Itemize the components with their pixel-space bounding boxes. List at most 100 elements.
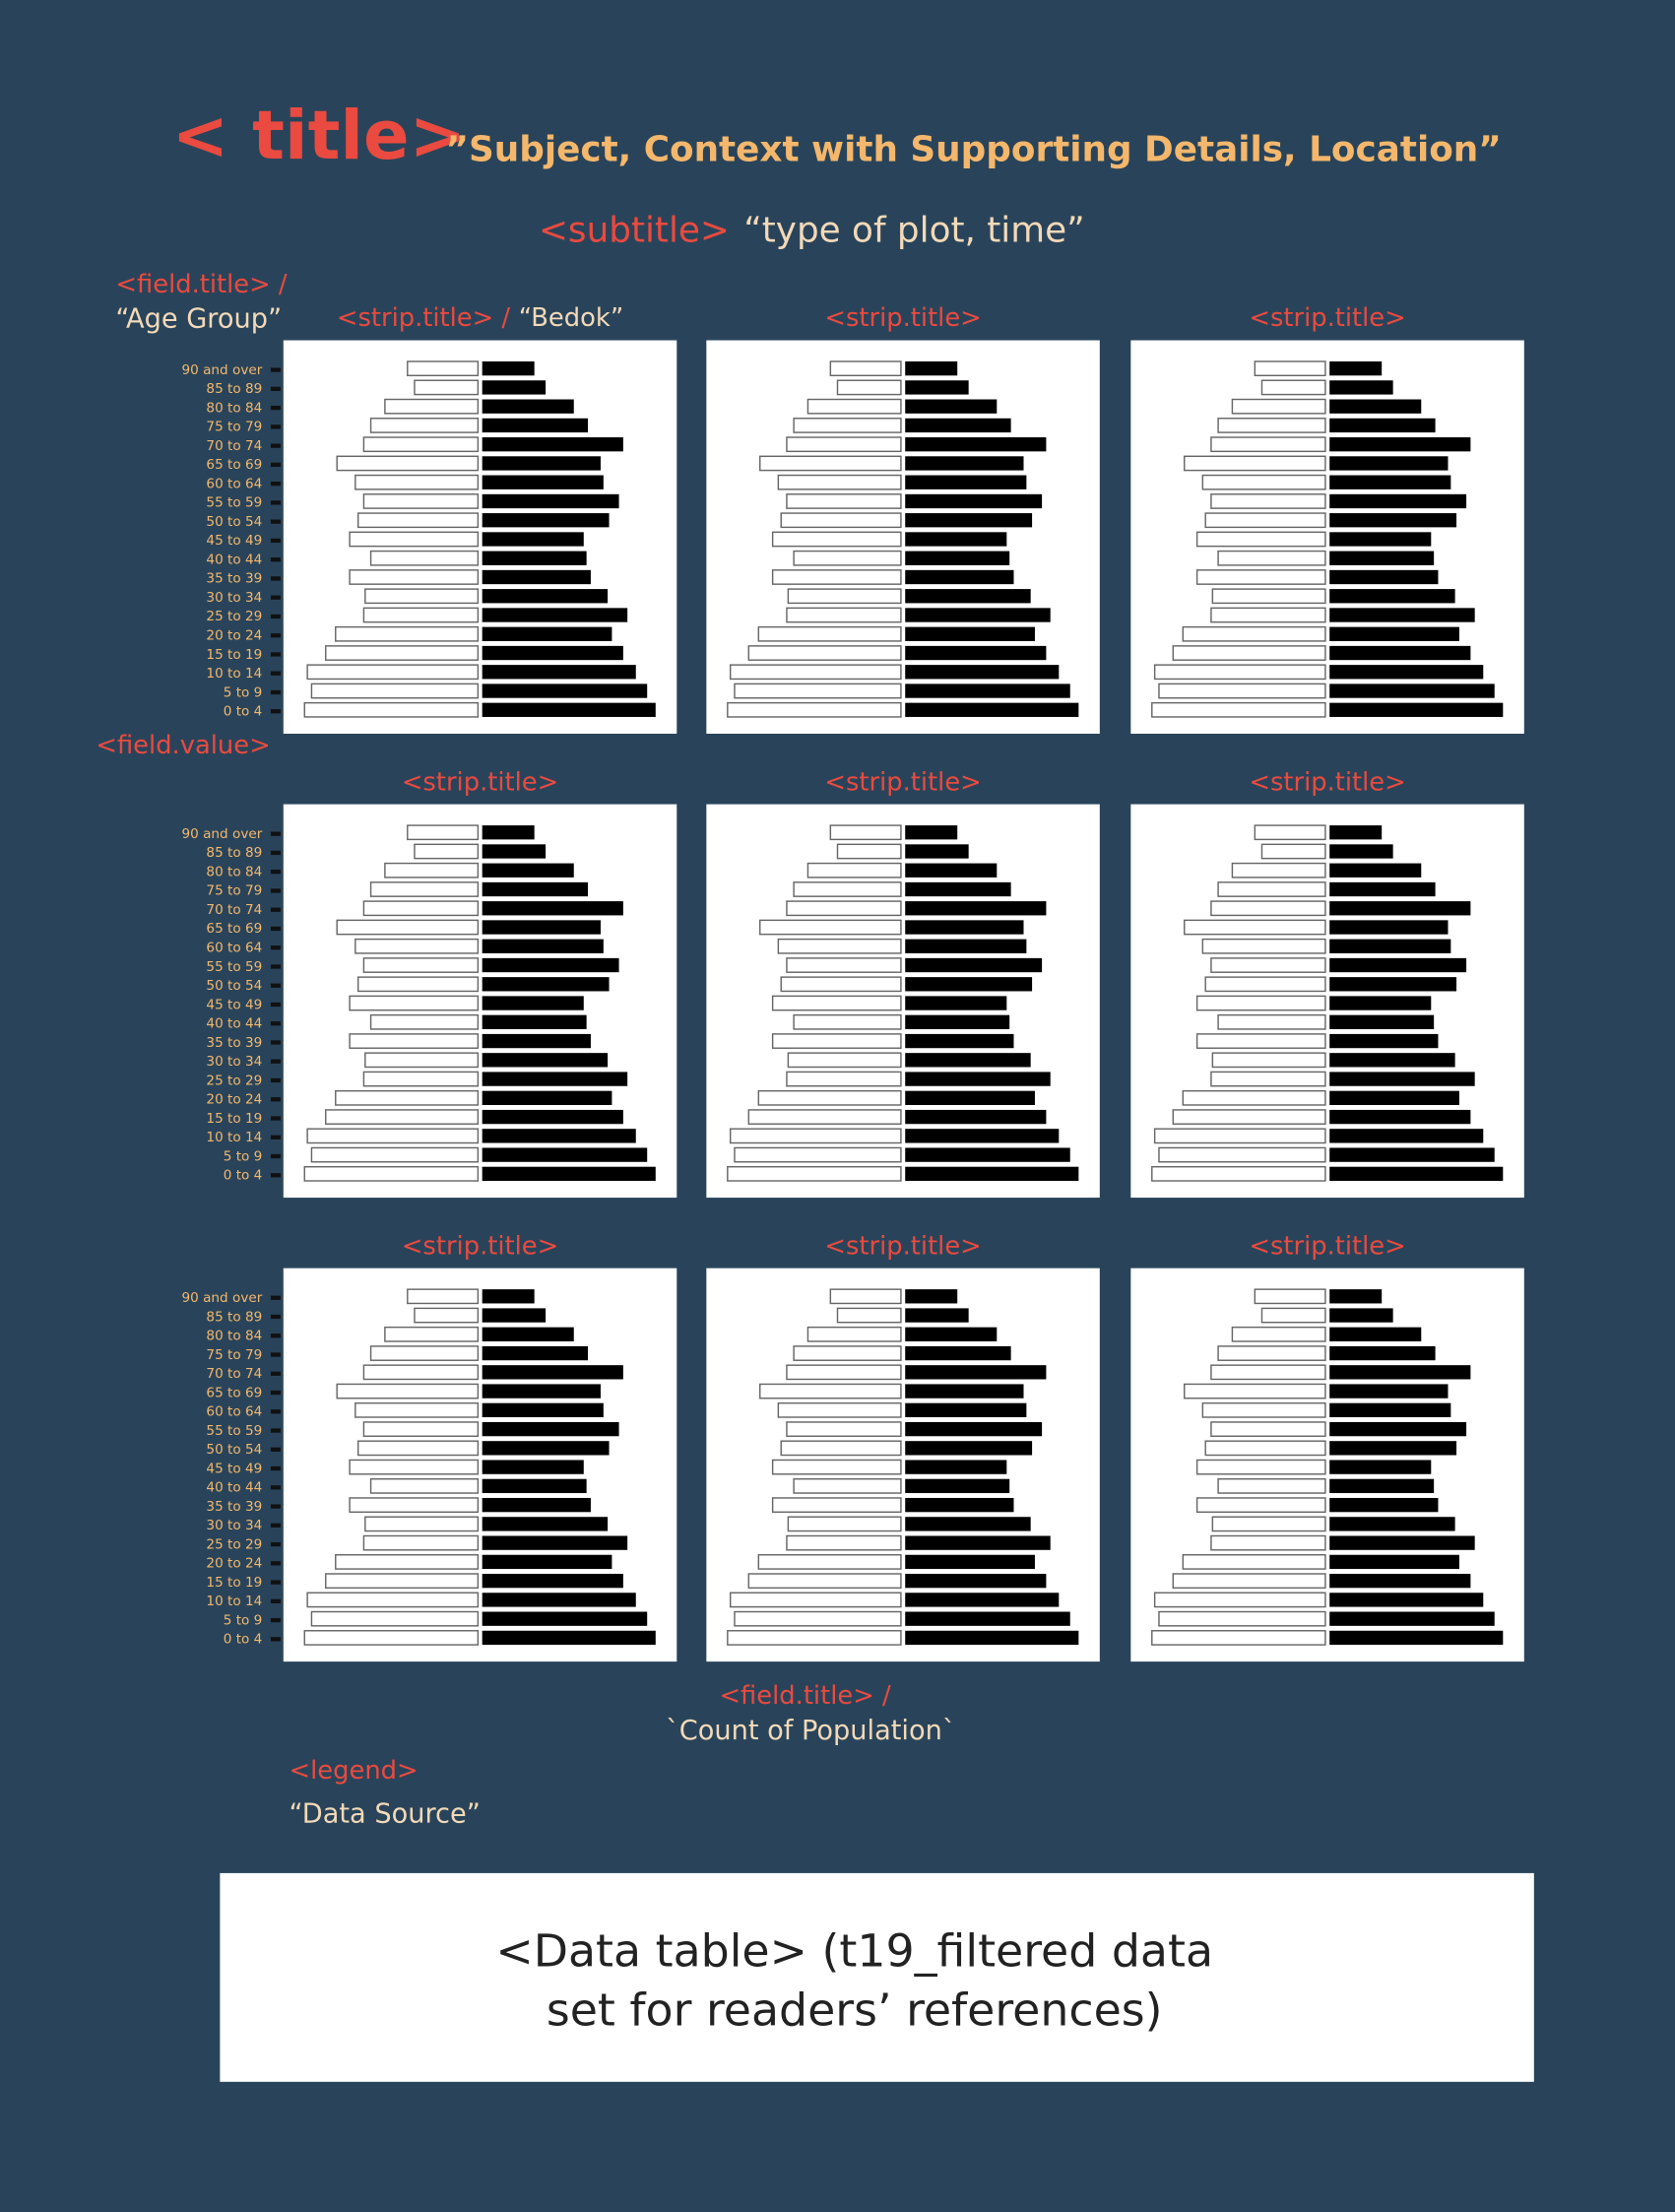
panels: <strip.title> / “Bedok” 90 and over 85 to 8… [181, 303, 1524, 1662]
bar-left [1260, 379, 1326, 396]
y-tick-label: 75 to 79 [206, 420, 262, 435]
bar-left [836, 843, 902, 860]
bar-left [384, 862, 480, 878]
bar-left [306, 1592, 480, 1608]
y-tick-label: 60 to 64 [206, 941, 262, 956]
y-tick-label: 25 to 29 [206, 609, 262, 624]
bar-left [1182, 625, 1326, 642]
bar-right [482, 957, 619, 973]
bar-right [482, 996, 584, 1010]
bar-left [829, 1288, 902, 1305]
bar-right [482, 475, 604, 489]
bar-left [1184, 919, 1326, 936]
y-tick-label: 0 to 4 [224, 1632, 263, 1648]
bar-right [1329, 1384, 1449, 1399]
bar-right [1329, 1402, 1451, 1418]
bar-left [306, 664, 480, 681]
bar-left [771, 995, 902, 1011]
bar-right [1329, 939, 1451, 953]
y-tick-label: 45 to 49 [206, 1461, 262, 1476]
strip-tag: <strip.title> [1249, 303, 1405, 333]
bar-right [482, 399, 574, 414]
bar-right [905, 1345, 1011, 1361]
bar-right [482, 881, 589, 897]
bar-left [369, 881, 480, 897]
bar-right [482, 977, 610, 992]
bar-right [905, 1402, 1027, 1418]
bar-right [905, 825, 958, 840]
strip-title: <strip.title> [1249, 1231, 1405, 1261]
bar-left [1201, 474, 1326, 490]
bar-left [1254, 1288, 1326, 1305]
bar-left [1217, 1478, 1326, 1494]
y-tick-label: 50 to 54 [206, 514, 262, 530]
y-tick-label: 90 and over [181, 826, 262, 842]
y-tick-label: 40 to 44 [206, 1480, 262, 1496]
bar-right [905, 881, 1011, 897]
bar-left [1195, 995, 1326, 1011]
strip-tag: <strip.title> [824, 1231, 981, 1261]
bar-right [482, 589, 609, 604]
bar-left [362, 1421, 480, 1437]
bar-right [1329, 1611, 1495, 1626]
bar-left [1210, 900, 1326, 917]
strip-tag: <strip.title> [824, 303, 981, 333]
bar-left [1151, 1165, 1326, 1182]
bar-right [1329, 437, 1471, 452]
bar-right [482, 901, 623, 916]
bar-left [1184, 1383, 1326, 1399]
bar-right [482, 1384, 601, 1399]
bar-left [354, 938, 480, 954]
bar-left [310, 683, 480, 699]
bar-right [482, 437, 623, 452]
bar-right [1329, 1289, 1383, 1304]
bar-right [905, 1289, 958, 1304]
bar-right [905, 1517, 1031, 1531]
bar-right [1329, 380, 1393, 395]
bar-right [482, 1289, 535, 1304]
bar-left [335, 1089, 480, 1106]
field-title: `Count of Population` [666, 1716, 955, 1746]
bar-left [787, 588, 902, 605]
bar-right [905, 399, 998, 414]
bar-left [734, 1610, 902, 1627]
bar-right [482, 418, 589, 433]
bar-right [1329, 1072, 1475, 1086]
bar-left [407, 360, 480, 377]
bar-left [349, 995, 480, 1011]
bar-right [482, 1166, 656, 1182]
bar-right [482, 683, 648, 698]
bar-left [1204, 512, 1326, 529]
y-tick-label: 55 to 59 [206, 495, 262, 511]
bar-left [384, 398, 480, 415]
bar-left [793, 1478, 902, 1494]
bar-right [482, 380, 547, 395]
bar-left [362, 957, 480, 973]
y-tick-label: 65 to 69 [206, 457, 262, 473]
bar-left [729, 664, 902, 681]
bar-right [482, 1593, 636, 1607]
bar-right [1329, 844, 1393, 859]
y-tick-label: 0 to 4 [224, 704, 263, 720]
bar-left [325, 1109, 480, 1125]
bar-left [1210, 1071, 1326, 1087]
y-tick-label: 15 to 19 [206, 1111, 262, 1127]
bar-left [1153, 1592, 1326, 1608]
bar-right [905, 1574, 1047, 1589]
bar-right [482, 645, 623, 661]
bar-left [349, 1033, 480, 1049]
bar-right [905, 939, 1027, 953]
bar-left [1172, 645, 1326, 661]
bar-left [793, 881, 902, 897]
strip-tag: <strip.title> [402, 1231, 558, 1261]
bar-left [771, 1459, 902, 1475]
bar-left [407, 824, 480, 841]
bar-right [1329, 702, 1504, 717]
strip-tag: <strip.title> / [337, 303, 511, 333]
bar-left [771, 569, 902, 585]
bar-right [905, 1497, 1014, 1513]
bar-right [905, 1327, 998, 1341]
bar-right [1329, 1014, 1435, 1029]
bar-right [1329, 996, 1432, 1010]
